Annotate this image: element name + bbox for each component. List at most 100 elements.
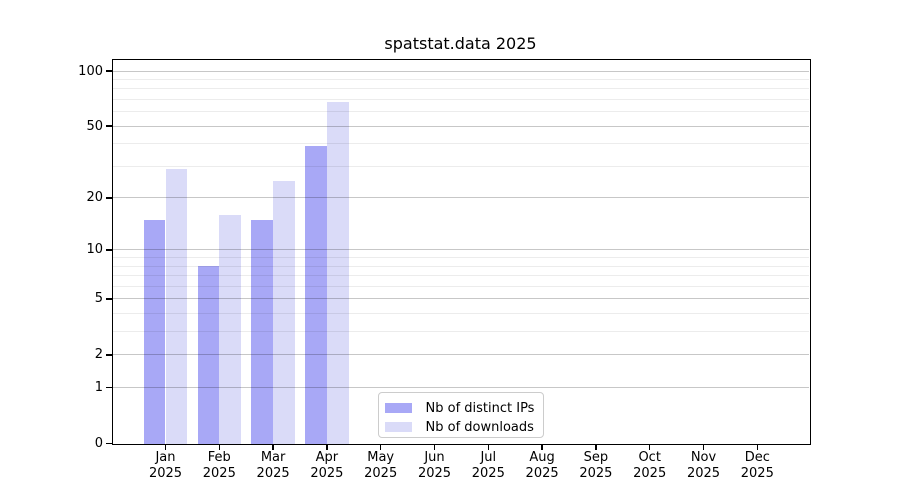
x-tick-month-feb: Feb	[207, 450, 231, 465]
x-tick-year-jul: 2025	[471, 465, 505, 481]
y-tick-label-100: 100	[78, 63, 103, 79]
x-tick-label-may: May 2025	[353, 450, 409, 481]
gridline-major-2	[113, 354, 809, 356]
y-tick-50	[105, 125, 113, 127]
gridline-minor-60	[113, 111, 809, 113]
y-tick-5	[105, 298, 113, 300]
x-tick-label-jan: Jan 2025	[138, 450, 194, 481]
y-tick-label-50: 50	[86, 118, 103, 134]
bar-ips-feb	[197, 266, 220, 444]
gridline-major-20	[113, 197, 809, 199]
y-tick-label-1: 1	[94, 380, 103, 396]
x-tick-jul	[487, 444, 490, 450]
x-tick-month-sep: Sep	[583, 450, 609, 465]
y-tick-20	[105, 196, 113, 199]
x-tick-jan	[164, 444, 167, 450]
gridline-minor-6	[113, 285, 809, 287]
gridline-major-5	[113, 298, 809, 300]
x-tick-may	[379, 444, 382, 450]
x-tick-month-jul: Jul	[480, 450, 497, 465]
x-tick-year-jun: 2025	[417, 465, 452, 481]
y-tick-100	[105, 70, 113, 72]
bar-downloads-jan	[165, 168, 188, 444]
gridline-major-1	[113, 387, 809, 389]
bar-ips-apr	[305, 145, 327, 444]
x-tick-label-jun: Jun 2025	[407, 450, 463, 481]
x-tick-label-mar: Mar 2025	[245, 450, 301, 481]
y-tick-2	[105, 354, 113, 356]
gridline-minor-30	[113, 165, 809, 167]
gridline-minor-7	[113, 275, 809, 277]
x-tick-year-aug: 2025	[525, 465, 559, 481]
bar-ips-jan	[143, 219, 166, 444]
x-tick-month-may: May	[367, 450, 395, 465]
gridline-minor-40	[113, 143, 809, 145]
x-tick-sep	[595, 444, 597, 450]
x-tick-year-apr: 2025	[310, 465, 344, 481]
x-tick-label-jul: Jul 2025	[460, 450, 516, 481]
bar-downloads-feb	[219, 214, 242, 444]
x-tick-label-oct: Oct 2025	[622, 450, 678, 481]
gridline-minor-70	[113, 98, 809, 100]
gridline-minor-80	[113, 88, 809, 90]
legend-swatch-downloads	[384, 422, 412, 432]
x-tick-month-oct: Oct	[638, 450, 661, 465]
legend-row-ips: Nb of distinct IPs	[384, 399, 543, 418]
x-tick-month-nov: Nov	[690, 450, 717, 465]
bar-downloads-mar	[273, 180, 295, 444]
x-tick-oct	[648, 444, 651, 450]
bar-ips-mar	[251, 219, 274, 444]
legend-label-downloads: Nb of downloads	[425, 419, 534, 435]
x-tick-nov	[702, 444, 705, 450]
x-tick-month-jan: Jan	[155, 450, 176, 465]
y-tick-label-2: 2	[94, 347, 103, 363]
y-tick-10	[105, 249, 113, 251]
x-tick-year-feb: 2025	[202, 465, 236, 481]
gridline-minor-3	[113, 331, 809, 333]
x-tick-label-sep: Sep 2025	[568, 450, 624, 481]
x-tick-mar	[272, 444, 274, 450]
x-tick-year-oct: 2025	[633, 465, 667, 481]
x-tick-feb	[218, 444, 221, 450]
gridline-minor-4	[113, 313, 809, 315]
y-tick-1	[105, 386, 113, 389]
x-tick-year-may: 2025	[364, 465, 398, 481]
x-tick-year-dec: 2025	[740, 465, 774, 481]
gridline-major-10	[113, 249, 809, 251]
chart-title: spatstat.data 2025	[384, 34, 537, 53]
gridline-minor-9	[113, 257, 809, 259]
x-tick-year-mar: 2025	[256, 465, 290, 481]
y-tick-label-0: 0	[94, 436, 103, 451]
x-tick-aug	[541, 444, 543, 450]
x-tick-month-jun: Jun	[424, 450, 445, 465]
gridline-major-50	[113, 125, 809, 127]
y-tick-label-10: 10	[86, 242, 103, 258]
legend-label-ips: Nb of distinct IPs	[425, 400, 535, 416]
x-tick-month-dec: Dec	[744, 450, 770, 465]
x-tick-label-feb: Feb 2025	[191, 450, 247, 481]
x-tick-month-apr: Apr	[315, 450, 339, 465]
y-tick-0	[105, 442, 113, 445]
x-tick-jun	[433, 444, 436, 450]
x-tick-label-apr: Apr 2025	[299, 450, 355, 481]
x-tick-year-jan: 2025	[148, 465, 183, 481]
legend-swatch-ips	[384, 403, 412, 413]
y-tick-label-20: 20	[86, 190, 103, 206]
bar-downloads-apr	[326, 101, 349, 444]
legend: Nb of distinct IPs Nb of downloads	[377, 391, 544, 438]
x-tick-month-aug: Aug	[529, 450, 555, 465]
gridline-minor-8	[113, 265, 809, 267]
legend-row-downloads: Nb of downloads	[384, 418, 543, 437]
y-tick-label-5: 5	[94, 291, 103, 307]
gridline-major-100	[113, 70, 809, 72]
gridline-minor-90	[113, 78, 809, 80]
x-tick-month-mar: Mar	[260, 450, 286, 465]
x-tick-dec	[756, 444, 759, 450]
x-tick-year-sep: 2025	[579, 465, 613, 481]
x-tick-year-nov: 2025	[686, 465, 721, 481]
x-tick-label-aug: Aug 2025	[514, 450, 570, 481]
x-tick-label-dec: Dec 2025	[729, 450, 785, 481]
x-tick-apr	[326, 444, 328, 450]
x-tick-label-nov: Nov 2025	[676, 450, 732, 481]
